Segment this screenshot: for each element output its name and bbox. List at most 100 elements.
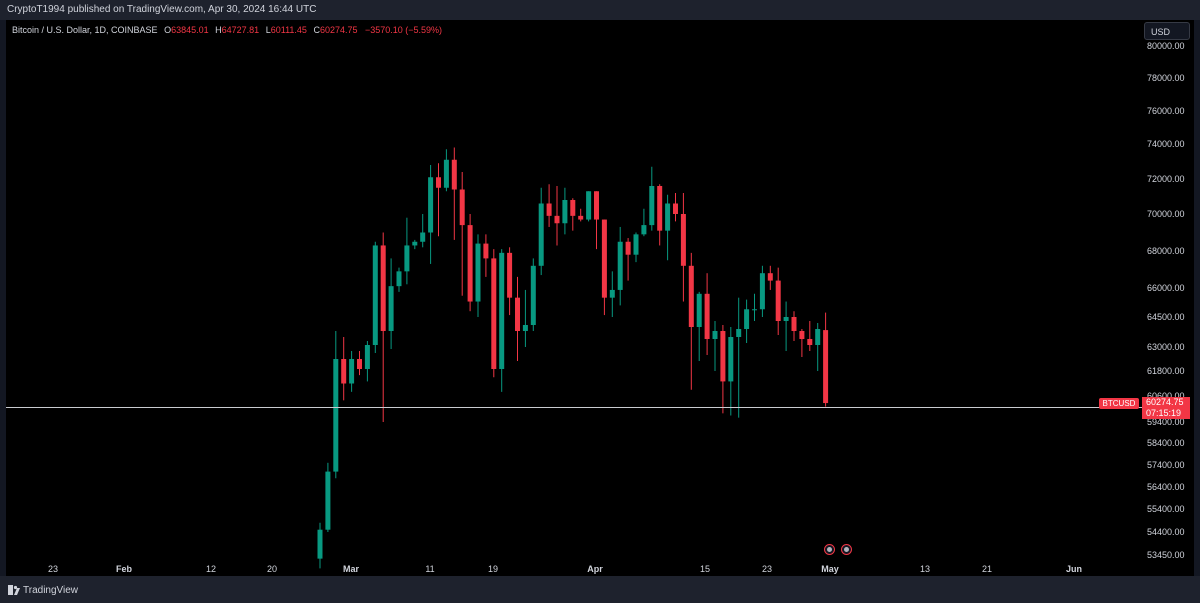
publish-bar: CryptoT1994 published on TradingView.com…	[0, 0, 1200, 20]
time-tick-label: 19	[487, 564, 499, 574]
event-flag-icon[interactable]	[824, 544, 835, 555]
bar-countdown: 07:15:19	[1146, 408, 1182, 418]
open-label: O	[164, 25, 172, 35]
symbol-title[interactable]: Bitcoin / U.S. Dollar, 1D, COINBASE	[12, 25, 158, 35]
candle-body	[728, 337, 734, 382]
candle-body	[538, 203, 544, 266]
candle-body	[775, 280, 781, 321]
price-tick-label: 61800.00	[1147, 366, 1185, 376]
price-tick-label: 78000.00	[1147, 73, 1185, 83]
candle-body	[609, 289, 615, 298]
event-flag-icon[interactable]	[841, 544, 852, 555]
price-tick-label: 58400.00	[1147, 438, 1185, 448]
candle-body	[428, 177, 434, 233]
time-tick-label: May	[821, 564, 839, 574]
price-tick-label: 70000.00	[1147, 209, 1185, 219]
candle-body	[570, 200, 576, 216]
last-price-value: 60274.75	[1146, 397, 1184, 407]
candle-body	[823, 330, 829, 404]
candle-body	[380, 245, 386, 331]
price-scale[interactable]	[1142, 20, 1194, 576]
candle-body	[412, 241, 418, 246]
time-tick-label: 12	[205, 564, 217, 574]
time-tick-label: 20	[266, 564, 278, 574]
candle-body	[633, 234, 639, 255]
candle-body	[357, 359, 362, 369]
candle-body	[546, 203, 552, 216]
time-tick-label: 13	[919, 564, 931, 574]
time-tick-label: Feb	[115, 564, 133, 574]
chart-pane[interactable]	[6, 20, 1142, 576]
candle-body	[341, 359, 347, 384]
candle-body	[673, 203, 678, 214]
publish-info: CryptoT1994 published on TradingView.com…	[7, 4, 317, 15]
candle-body	[459, 189, 465, 226]
candle-body	[601, 219, 607, 298]
candle-body	[759, 273, 765, 310]
price-tick-label: 57400.00	[1147, 460, 1185, 470]
candle-body	[791, 317, 797, 331]
price-tick-label: 72000.00	[1147, 174, 1185, 184]
candle-body	[736, 329, 742, 337]
time-tick-label: Mar	[342, 564, 360, 574]
candle-body	[665, 203, 671, 231]
candle-body	[712, 331, 718, 339]
close-value: 60274.75	[319, 25, 358, 35]
candle-body	[617, 241, 623, 290]
candle-body	[815, 329, 821, 345]
tradingview-brand[interactable]: TradingView	[23, 585, 79, 596]
currency-button[interactable]: USD	[1144, 22, 1190, 40]
time-axis[interactable]: 23 Feb 12 20 Mar 11 19 Apr 15 23 May 13 21 Jun	[6, 563, 1142, 576]
candle-body	[396, 271, 402, 287]
candle-body	[641, 225, 647, 235]
price-tick-label: 64500.00	[1147, 312, 1185, 322]
candle-body	[586, 191, 592, 220]
candle-body	[562, 200, 568, 224]
candle-body	[317, 529, 323, 559]
time-tick-label: 21	[981, 564, 993, 574]
frame-left	[0, 20, 6, 576]
low-value: 60111.45	[270, 25, 307, 35]
symbol-legend[interactable]: Bitcoin / U.S. Dollar, 1D, COINBASE O638…	[12, 25, 442, 35]
candle-body	[744, 309, 750, 329]
candle-body	[515, 297, 520, 331]
candle-body	[483, 243, 489, 259]
time-tick-label: 23	[761, 564, 773, 574]
candle-body	[783, 317, 789, 321]
price-tick-label: 53450.00	[1147, 550, 1185, 560]
candle-body	[752, 309, 757, 311]
price-tick-label: 76000.00	[1147, 106, 1185, 116]
candle-body	[420, 232, 426, 242]
price-tick-label: 68000.00	[1147, 246, 1185, 256]
candle-body	[522, 325, 528, 331]
footer-bar	[0, 576, 1200, 603]
high-value: 64727.81	[221, 25, 260, 35]
symbol-price-tag: BTCUSD	[1099, 398, 1139, 409]
candle-body	[491, 258, 497, 369]
candle-body	[807, 339, 813, 345]
price-tick-label: 59400.00	[1147, 417, 1185, 427]
frame-right	[1194, 20, 1200, 576]
candle-body	[404, 245, 410, 272]
time-tick-label: 11	[425, 564, 435, 574]
candle-body	[688, 265, 694, 327]
candle-body	[388, 286, 394, 331]
candle-body	[475, 243, 481, 302]
candle-body	[451, 159, 457, 190]
candle-body	[657, 186, 663, 231]
price-tick-label: 55400.00	[1147, 504, 1185, 514]
candle-body	[436, 177, 441, 188]
tradingview-logo-icon	[8, 585, 20, 595]
candle-body	[704, 293, 710, 339]
low-label: L	[265, 25, 271, 35]
candle-body	[578, 215, 584, 220]
candle-body	[594, 191, 599, 220]
open-value: 63845.01	[171, 25, 209, 35]
price-tick-label: 80000.00	[1147, 41, 1185, 51]
candle-body	[507, 252, 513, 298]
candle-body	[325, 471, 331, 530]
candle-body	[649, 186, 655, 226]
price-tick-label: 56400.00	[1147, 482, 1185, 492]
last-price-label: 60274.75 07:15:19	[1142, 397, 1190, 419]
